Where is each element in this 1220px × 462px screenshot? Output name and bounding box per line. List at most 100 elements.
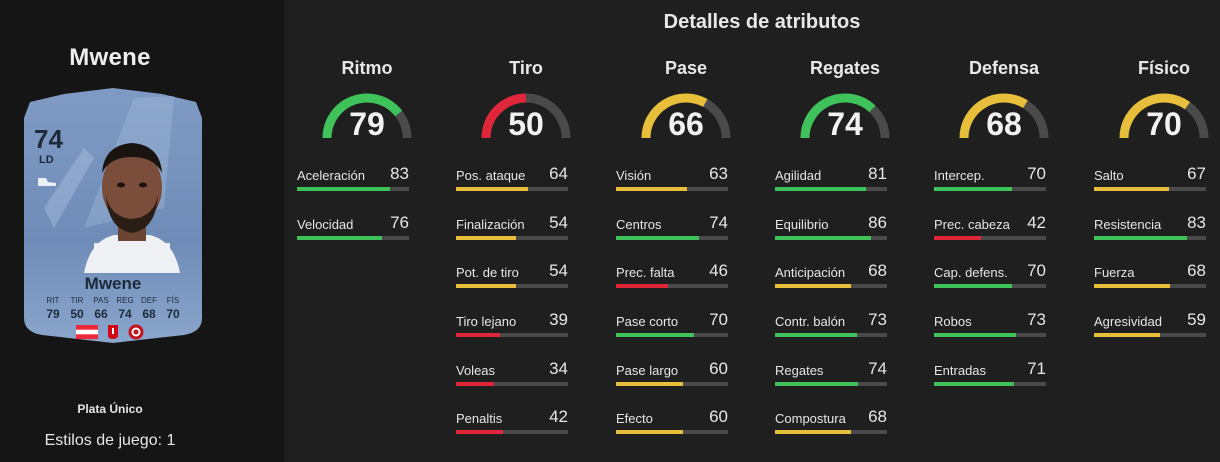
attribute-bar-fill <box>775 187 866 191</box>
attribute-label: Visión <box>616 168 652 183</box>
attribute-bar-fill <box>1094 235 1187 240</box>
attribute-label: Equilibrio <box>775 216 829 232</box>
attribute-row[interactable]: Voleas 34 <box>456 357 596 406</box>
attribute-bar-track <box>775 430 887 435</box>
attribute-row[interactable]: Compostura 68 <box>775 405 915 454</box>
attribute-value: 46 <box>709 261 728 281</box>
attribute-row[interactable]: Tiro lejano 39 <box>456 308 596 357</box>
attribute-row[interactable]: Regates 74 <box>775 357 915 406</box>
card-tier: Plata Único <box>77 402 143 416</box>
attribute-label: Cap. defens. <box>934 265 1008 281</box>
attribute-bar-track <box>456 284 568 289</box>
card-stat-value: 66 <box>94 307 108 321</box>
attribute-row[interactable]: Fuerza 68 <box>1094 259 1220 308</box>
attribute-value: 71 <box>1027 358 1046 378</box>
attribute-value: 73 <box>868 310 887 330</box>
attribute-row[interactable]: Resistencia 83 <box>1094 211 1220 260</box>
attribute-row[interactable]: Efecto 60 <box>616 405 756 454</box>
attribute-bar-track <box>1094 187 1206 191</box>
attribute-bar-fill <box>456 333 500 338</box>
playstyles-count[interactable]: Estilos de juego: 1 <box>44 432 176 449</box>
category-0: Ritmo 79 Aceleración 83 Velocidad 76 <box>297 58 437 240</box>
attribute-label: Anticipación <box>775 265 846 281</box>
attribute-row[interactable]: Pase corto 70 <box>616 308 756 357</box>
attribute-bar-fill <box>616 333 695 338</box>
attributes-panel: Detalles de atributos Ritmo 79 Aceleración… <box>284 0 1220 462</box>
attribute-value: 73 <box>1027 310 1046 330</box>
card-player-name: Mwene <box>84 274 142 293</box>
attribute-value: 74 <box>868 358 887 378</box>
attribute-bar-track <box>616 235 728 240</box>
attribute-list: Intercep. 70 Prec. cabeza 42 Cap. defens. 70 R… <box>934 162 1074 405</box>
category-gauge: 66 <box>616 88 756 148</box>
attribute-row[interactable]: Centros 74 <box>616 211 756 260</box>
attribute-value: 70 <box>1027 164 1046 183</box>
attribute-row[interactable]: Visión 63 <box>616 162 756 211</box>
attribute-list: Aceleración 83 Velocidad 76 <box>297 162 437 259</box>
card-rating: 74 <box>34 124 63 154</box>
attribute-row[interactable]: Robos 73 <box>934 308 1074 357</box>
attribute-value: 67 <box>1187 164 1206 183</box>
attribute-row[interactable]: Prec. falta 46 <box>616 259 756 308</box>
attribute-value: 70 <box>709 310 728 330</box>
card-stat-label: REG <box>116 296 134 305</box>
category-value: 79 <box>349 106 385 142</box>
attribute-row[interactable]: Prec. cabeza 42 <box>934 211 1074 260</box>
attribute-bar-track <box>934 187 1046 191</box>
attribute-row[interactable]: Penaltis 42 <box>456 405 596 454</box>
attribute-value: 63 <box>709 164 728 183</box>
attribute-bar-fill <box>934 381 1014 386</box>
attribute-bar-fill <box>456 235 517 240</box>
attribute-row[interactable]: Agresividad 59 <box>1094 308 1220 357</box>
category-gauge: 70 <box>1094 88 1220 148</box>
attribute-row[interactable]: Cap. defens. 70 <box>934 259 1074 308</box>
attribute-value: 39 <box>549 310 568 330</box>
card-stat-value: 74 <box>118 307 132 321</box>
attribute-label: Contr. balón <box>775 314 846 330</box>
attribute-row[interactable]: Agilidad 81 <box>775 162 915 211</box>
gauge-fill <box>641 93 708 139</box>
attribute-row[interactable]: Salto 67 <box>1094 162 1220 211</box>
attribute-value: 81 <box>868 164 887 183</box>
player-card[interactable]: 74 LD Mwene RIT TIR PAS REG DEF FÍS 79 5… <box>24 88 202 343</box>
category-value: 50 <box>508 106 544 142</box>
attribute-bar-track <box>456 333 568 338</box>
attribute-row[interactable]: Entradas 71 <box>934 357 1074 406</box>
attribute-row[interactable]: Intercep. 70 <box>934 162 1074 211</box>
attribute-value: 34 <box>549 358 568 378</box>
attribute-value: 70 <box>1027 261 1046 281</box>
attribute-row[interactable]: Anticipación 68 <box>775 259 915 308</box>
category-title: Tiro <box>509 58 543 78</box>
attribute-label: Resistencia <box>1094 216 1162 232</box>
attribute-row[interactable]: Aceleración 83 <box>297 162 437 211</box>
boot-icon <box>38 178 56 186</box>
gauge-fill <box>800 93 876 139</box>
attribute-row[interactable]: Pos. ataque 64 <box>456 162 596 211</box>
gauge-arc <box>481 93 571 139</box>
category-gauge: 68 <box>934 88 1074 148</box>
attribute-row[interactable]: Pot. de tiro 54 <box>456 259 596 308</box>
category-2: Pase 66 Visión 63 Centros 74 Prec. falta 46 Pase… <box>616 58 756 435</box>
attribute-bar-fill <box>1094 187 1170 191</box>
attribute-bar-track <box>775 284 887 289</box>
attribute-row[interactable]: Finalización 54 <box>456 211 596 260</box>
attribute-row[interactable]: Pase largo 60 <box>616 357 756 406</box>
attribute-label: Velocidad <box>297 216 354 232</box>
attribute-row[interactable]: Equilibrio 86 <box>775 211 915 260</box>
attribute-value: 42 <box>1027 212 1046 232</box>
attribute-bar-track <box>1094 235 1206 240</box>
league-logo-icon <box>108 325 118 339</box>
attribute-label: Compostura <box>775 411 846 427</box>
attribute-label: Finalización <box>456 216 525 232</box>
attribute-value: 83 <box>1187 212 1206 232</box>
gauge-arc <box>959 93 1049 139</box>
attribute-value: 54 <box>549 212 568 232</box>
attribute-row[interactable]: Contr. balón 73 <box>775 308 915 357</box>
attribute-row[interactable]: Velocidad 76 <box>297 211 437 260</box>
attribute-label: Penaltis <box>456 411 503 427</box>
player-name-title: Mwene <box>69 44 151 71</box>
attribute-bar-fill <box>616 381 684 386</box>
attribute-bar-track <box>456 187 568 191</box>
card-stat-label: FÍS <box>166 296 180 305</box>
card-stat-label: DEF <box>141 296 157 305</box>
